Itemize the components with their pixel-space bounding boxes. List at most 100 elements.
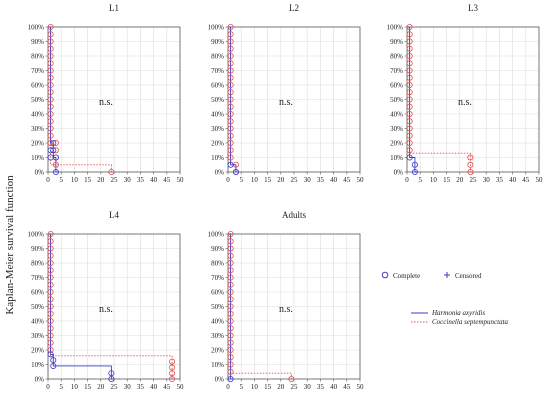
x-tick-label: 10 [71,383,79,391]
complete-point-coccinella [406,96,413,103]
x-tick-label: 30 [124,383,132,391]
y-tick-label: 30% [211,125,224,133]
complete-point-coccinella [227,281,234,288]
legend-coccinella-label: Coccinella septempunctata [432,318,509,326]
y-tick-label: 70% [211,274,224,282]
x-tick-label: 20 [97,383,105,391]
x-tick-label: 15 [84,176,92,184]
y-axis-label: Kaplan-Meier survival function [4,175,16,315]
complete-point-harmonia [52,154,59,161]
complete-point-coccinella [406,125,413,132]
survival-line-coccinella [228,233,294,380]
complete-point-coccinella [227,111,234,118]
y-tick-label: 30% [390,125,403,133]
legend-harmonia-label: Harmonia axyridis [431,309,485,317]
complete-point-coccinella [227,317,234,324]
complete-point-coccinella [227,230,234,237]
x-tick-label: 20 [277,383,285,391]
panel-title: L4 [109,210,119,220]
survival-line-harmonia [228,233,234,380]
x-tick-label: 25 [470,176,478,184]
legend-complete-label: Complete [393,272,420,280]
x-tick-label: 15 [443,176,451,184]
complete-point-coccinella [47,303,54,310]
survival-line-coccinella [48,26,114,173]
complete-point-coccinella [47,111,54,118]
x-tick-label: 30 [304,383,312,391]
complete-point-coccinella [227,89,234,96]
x-tick-label: 25 [291,383,299,391]
complete-point-harmonia [47,147,54,154]
x-tick-label: 35 [317,176,325,184]
x-tick-label: 50 [177,176,185,184]
complete-point-coccinella [227,346,234,353]
complete-point-coccinella [406,103,413,110]
x-tick-label: 50 [357,383,365,391]
complete-point-coccinella [47,74,54,81]
complete-point-coccinella [47,310,54,317]
panel-title: L1 [109,3,119,13]
panel-title: L3 [468,3,478,13]
significance-annotation: n.s. [458,97,472,108]
complete-point-coccinella [406,139,413,146]
y-tick-label: 70% [211,67,224,75]
x-tick-label: 40 [150,383,158,391]
x-tick-label: 5 [239,383,243,391]
complete-point-coccinella [47,346,54,353]
complete-point-coccinella [227,74,234,81]
complete-point-coccinella [227,274,234,281]
x-tick-label: 30 [124,176,132,184]
x-tick-label: 0 [226,176,230,184]
panel-l4: 0 5 10 15 20 25 30 35 40 45 50 0% 10% 20% 30% 40% 50% 60%… [28,210,184,391]
complete-point-coccinella [47,296,54,303]
complete-point-coccinella [406,23,413,30]
complete-point-coccinella [47,325,54,332]
x-tick-label: 30 [483,176,491,184]
x-tick-label: 0 [405,176,409,184]
x-tick-label: 35 [137,176,145,184]
complete-point-coccinella [47,60,54,67]
y-tick-label: 70% [31,67,44,75]
y-tick-label: 20% [31,140,44,148]
complete-point-harmonia [52,168,59,175]
complete-point-coccinella [169,370,176,377]
complete-point-coccinella [47,267,54,274]
y-tick-label: 50% [31,303,44,311]
y-tick-label: 20% [390,140,403,148]
y-tick-label: 70% [390,67,403,75]
y-tick-label: 100% [28,231,45,239]
y-tick-label: 0% [394,169,404,177]
complete-point-coccinella [227,125,234,132]
x-tick-label: 45 [522,176,530,184]
complete-point-coccinella [47,67,54,74]
y-tick-label: 30% [211,332,224,340]
complete-point-coccinella [227,310,234,317]
y-tick-label: 100% [208,231,225,239]
significance-annotation: n.s. [99,304,113,315]
x-tick-label: 45 [163,383,171,391]
complete-point-coccinella [467,161,474,168]
complete-point-coccinella [227,325,234,332]
panel-l3: 0 5 10 15 20 25 30 35 40 45 50 0% 10% 20% 30% 40% 50% 60%… [387,3,543,184]
y-tick-label: 0% [35,376,45,384]
legend-censored-label: Censored [455,272,482,280]
complete-point-coccinella [227,245,234,252]
y-tick-label: 50% [211,303,224,311]
y-tick-label: 80% [211,53,224,61]
panel-title: Adults [282,210,307,220]
complete-point-coccinella [47,103,54,110]
complete-point-harmonia [47,351,54,358]
x-tick-label: 5 [59,176,63,184]
x-tick-label: 5 [59,383,63,391]
x-tick-label: 10 [251,383,259,391]
complete-point-harmonia [50,357,57,364]
x-tick-label: 35 [137,383,145,391]
complete-point-coccinella [47,89,54,96]
survival-line-coccinella [407,26,473,173]
complete-point-coccinella [406,111,413,118]
complete-point-coccinella [47,245,54,252]
complete-point-coccinella [227,354,234,361]
x-tick-label: 35 [496,176,504,184]
complete-point-coccinella [227,154,234,161]
complete-point-coccinella [47,317,54,324]
